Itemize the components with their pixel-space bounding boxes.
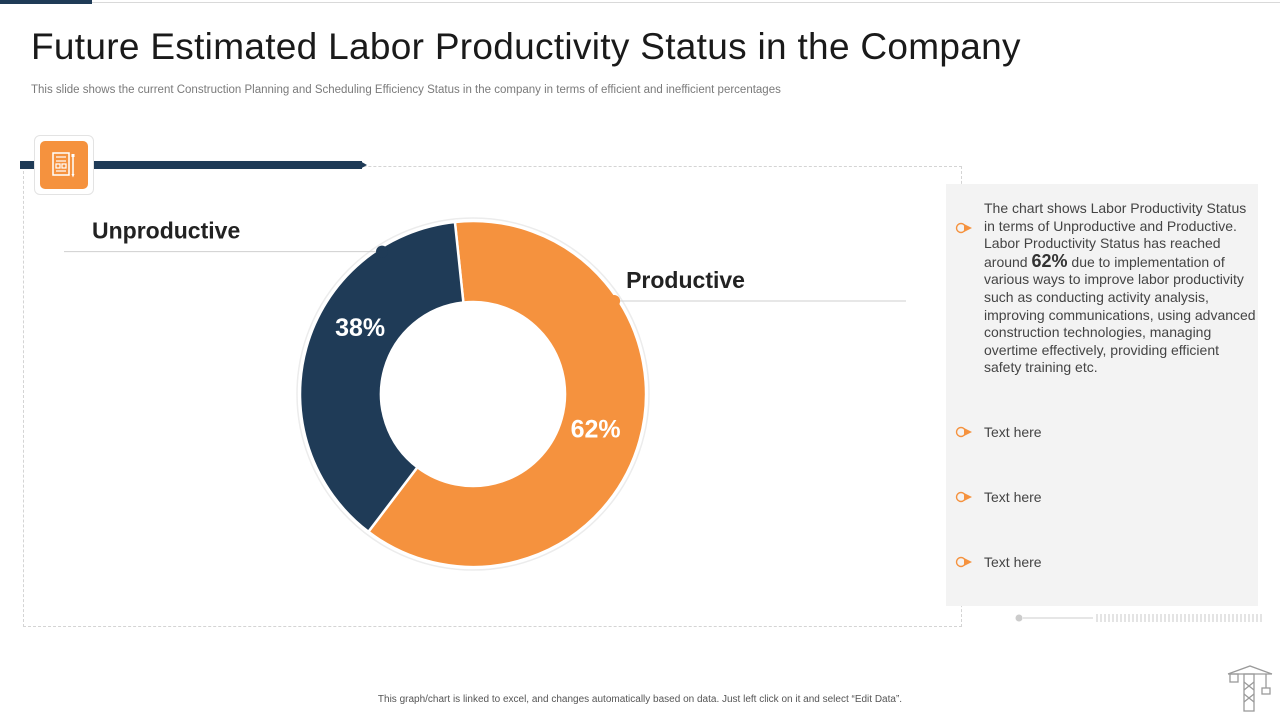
footer-note: This graph/chart is linked to excel, and…	[377, 694, 903, 705]
page-subtitle: This slide shows the current Constructio…	[31, 84, 781, 96]
top-rule	[0, 2, 1280, 3]
panel-item-text: Text here	[984, 424, 1042, 440]
category-label-unproductive: Unproductive	[92, 218, 240, 244]
panel-item-text: Text here	[984, 554, 1042, 570]
description-panel: The chart shows Labor Productivity Statu…	[946, 184, 1258, 606]
header-bar-tip	[360, 161, 367, 169]
panel-description-before: The chart shows Labor Productivity Statu…	[984, 200, 1247, 270]
panel-item-text: Text here	[984, 489, 1042, 505]
bullet-icon	[955, 222, 972, 234]
header-icon-box	[34, 135, 94, 195]
panel-highlight-value: 62%	[1031, 250, 1068, 271]
decorative-slider	[1015, 614, 1262, 622]
donut-hole	[381, 302, 565, 486]
value-label-productive: 62%	[571, 416, 621, 444]
panel-description: The chart shows Labor Productivity Statu…	[984, 200, 1256, 377]
bullet-icon	[955, 426, 972, 438]
value-label-unproductive: 38%	[335, 314, 385, 342]
page-title: Future Estimated Labor Productivity Stat…	[31, 26, 1021, 67]
crane-icon	[1227, 665, 1273, 712]
donut-slice-unproductive	[298, 220, 465, 534]
leader-dot-productive	[608, 294, 621, 307]
panel-description-after: due to implementation of various ways to…	[984, 253, 1256, 376]
top-rule-accent	[0, 0, 92, 4]
leader-dot-unproductive	[376, 245, 389, 258]
category-label-productive: Productive	[626, 267, 745, 293]
building-plan-icon	[52, 152, 75, 178]
header-bar	[20, 161, 362, 169]
bullet-icon	[955, 491, 972, 503]
bullet-icon	[955, 556, 972, 568]
header-icon-background	[40, 141, 88, 189]
